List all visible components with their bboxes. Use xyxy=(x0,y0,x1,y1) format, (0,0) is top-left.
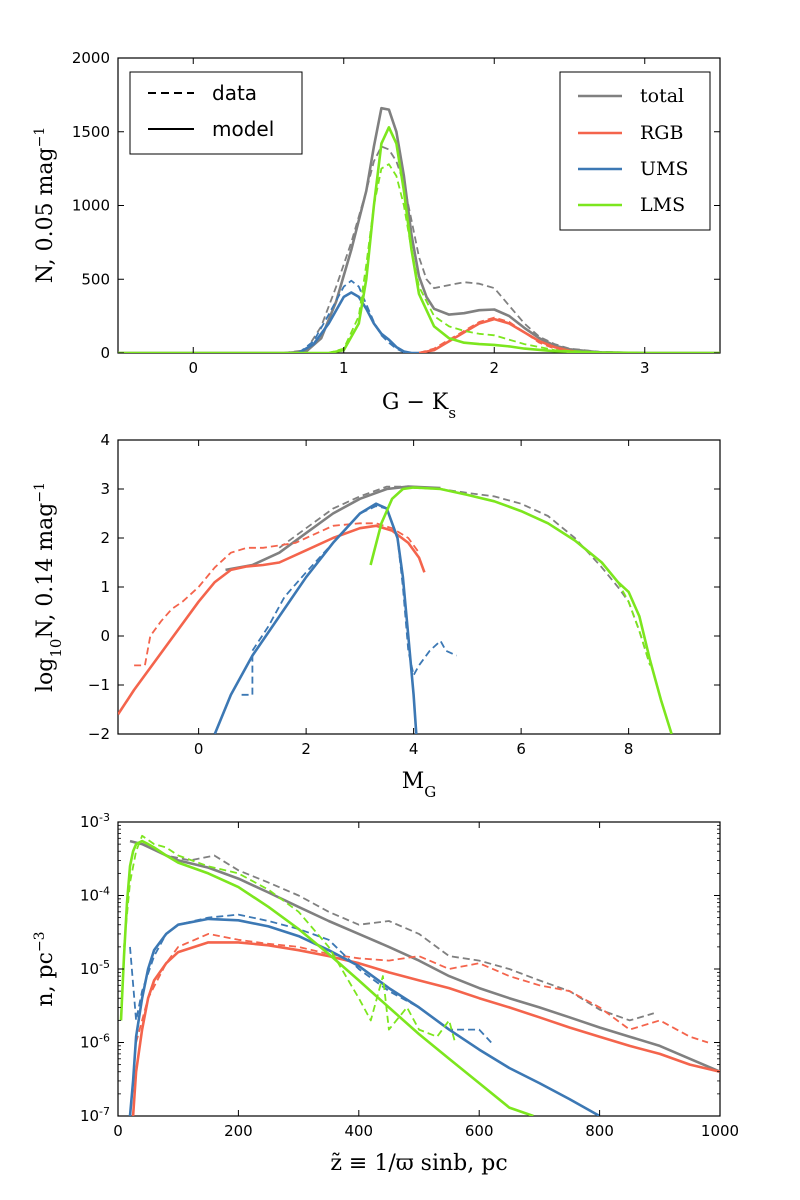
legend-data-label: data xyxy=(212,81,257,105)
y-tick-label: 1 xyxy=(100,578,110,596)
x-axis-label: MG xyxy=(402,769,437,801)
series-rgb-model xyxy=(418,317,585,353)
legend-ums-label: UMS xyxy=(640,158,688,180)
y-tick-label: 0 xyxy=(100,344,110,362)
series-lms-data xyxy=(118,163,720,353)
series-ums-model xyxy=(213,502,418,734)
series-lms-model xyxy=(119,839,534,1116)
x-tick-label: 4 xyxy=(409,740,419,758)
x-tick-label: 1 xyxy=(339,359,349,377)
series-rgb-data xyxy=(135,933,709,1044)
series-lms-model xyxy=(369,486,673,734)
x-tick-label: 0 xyxy=(188,359,198,377)
y-tick-label: 10-7 xyxy=(80,1105,110,1126)
series-ums-data xyxy=(298,279,419,353)
series-rgb-data xyxy=(134,522,420,667)
x-tick-label: 0 xyxy=(113,1122,123,1140)
series-ums-model xyxy=(128,917,601,1116)
x-tick-label: 8 xyxy=(624,740,634,758)
series-rgb-data xyxy=(418,316,570,353)
y-axis-label: N, 0.05 mag−1 xyxy=(32,127,58,284)
x-tick-label: 6 xyxy=(516,740,526,758)
y-tick-label: 1000 xyxy=(72,197,110,215)
y-tick-label: 10-3 xyxy=(80,811,110,832)
series-lms-model xyxy=(118,126,720,353)
x-tick-label: 0 xyxy=(194,740,204,758)
y-tick-label: 2000 xyxy=(72,49,110,67)
series-rgb-model xyxy=(131,941,720,1116)
series-total-model xyxy=(129,839,720,1073)
y-tick-label: 0 xyxy=(100,627,110,645)
series-lms-data xyxy=(123,834,456,1043)
series-ums-data xyxy=(241,505,457,696)
axes-frame xyxy=(117,439,721,735)
x-tick-label: 200 xyxy=(224,1122,253,1140)
x-tick-label: 400 xyxy=(344,1122,373,1140)
legend-series: total RGB UMS LMS xyxy=(559,71,711,231)
y-tick-label: 2 xyxy=(100,529,110,547)
y-tick-label: 10-4 xyxy=(80,884,110,905)
legend-total-label: total xyxy=(640,85,684,107)
y-tick-label: 3 xyxy=(100,480,110,498)
legend-lms-label: LMS xyxy=(640,194,685,216)
series-total-data xyxy=(118,145,720,353)
x-tick-label: 3 xyxy=(640,359,650,377)
legend-model-label: model xyxy=(212,117,274,141)
x-tick-label: 1000 xyxy=(701,1122,739,1140)
y-tick-label: 500 xyxy=(81,270,110,288)
legend-rgb-label: RGB xyxy=(640,122,683,144)
y-tick-label: 1500 xyxy=(72,123,110,141)
x-axis-label: G − Ks xyxy=(382,390,456,422)
y-tick-label: 10-5 xyxy=(80,958,110,979)
x-tick-label: 800 xyxy=(585,1122,614,1140)
panel-luminosity-function: 0 2 4 6 8 −2 −1 0 1 2 3 4 log10N, 0.14 mag−1 MG xyxy=(32,431,721,801)
axes-frame xyxy=(117,821,721,1117)
series-total-model xyxy=(225,485,441,572)
series-ums-data xyxy=(129,913,492,1044)
y-tick-label: 4 xyxy=(100,431,110,449)
x-tick-label: 600 xyxy=(465,1122,494,1140)
y-tick-label: 10-6 xyxy=(80,1031,110,1052)
panel-colour-histogram: 0 1 2 3 0 500 1000 1500 2000 N, 0.05 mag−1 G − K… xyxy=(32,49,721,422)
panel-density-profile: 0 200 400 600 800 1000 10-7 10-6 10-5 10-4 10-3 n,… xyxy=(32,811,739,1177)
x-tick-label: 2 xyxy=(301,740,311,758)
legend-linestyle: data model xyxy=(129,71,303,155)
series-total-model xyxy=(118,106,720,353)
y-axis-label: n, pc−3 xyxy=(32,931,58,1006)
y-axis-label: log10N, 0.14 mag−1 xyxy=(32,482,65,692)
y-tick-label: −1 xyxy=(88,676,110,694)
x-tick-label: 2 xyxy=(489,359,499,377)
series-total-data xyxy=(278,485,651,666)
x-axis-label: z̃ ≡ 1/ϖ sinb, pc xyxy=(330,1151,507,1176)
series-lms-data xyxy=(413,487,651,666)
y-tick-label: −2 xyxy=(88,725,110,743)
